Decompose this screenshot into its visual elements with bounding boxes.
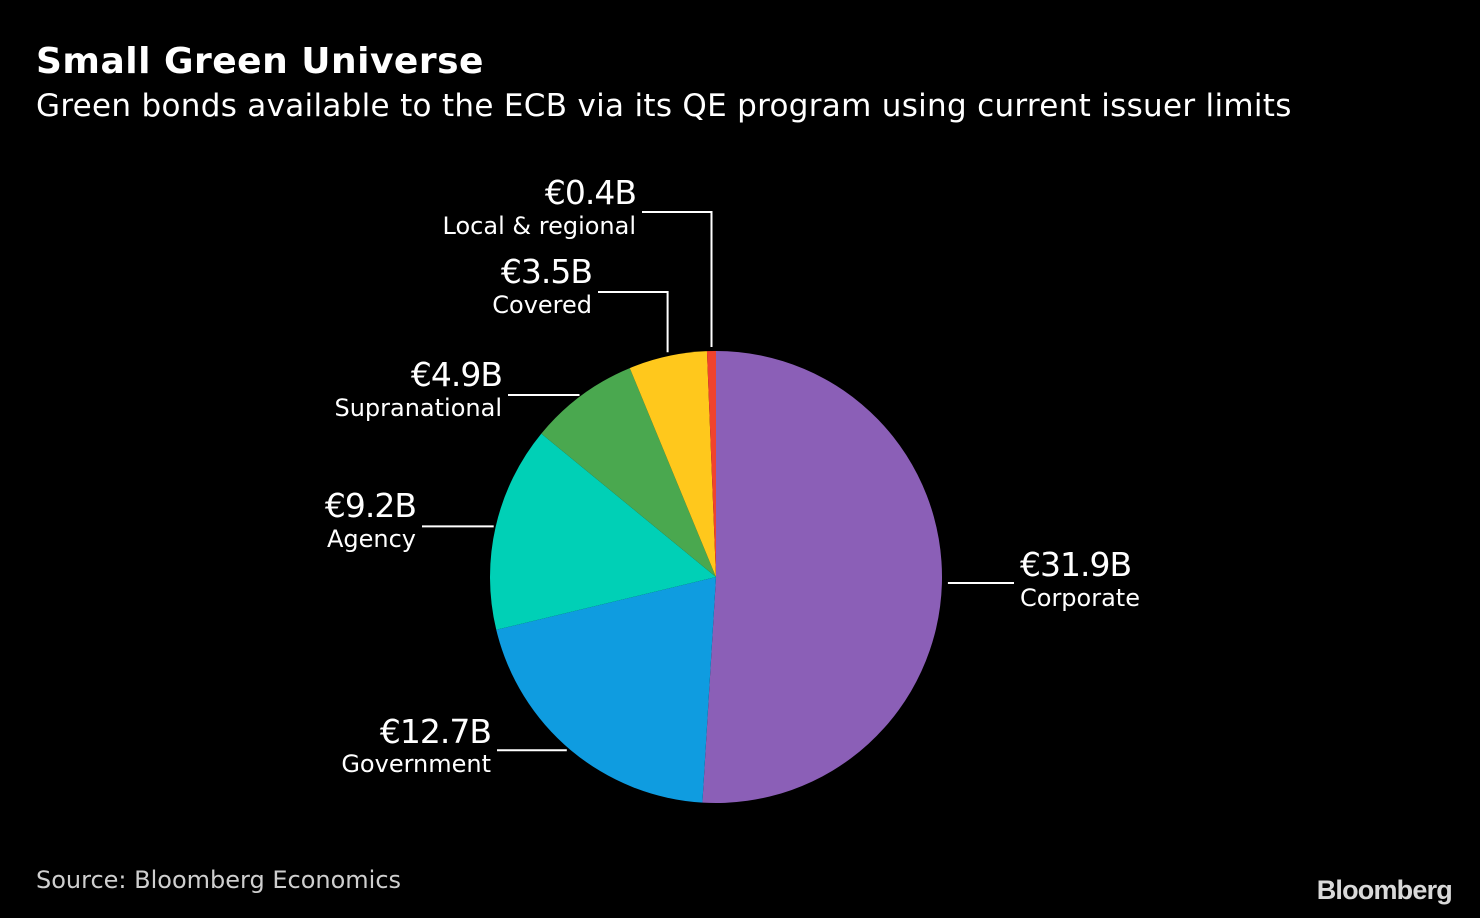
bloomberg-logo: Bloomberg — [1316, 875, 1453, 905]
pie-slice-corporate — [702, 351, 943, 803]
chart-subtitle: Green bonds available to the ECB via its… — [36, 88, 1292, 124]
leader-line-local-regional — [642, 211, 713, 347]
pie-slice-government — [496, 577, 716, 803]
chart-title: Small Green Universe — [36, 41, 484, 82]
category-label-supranational: Supranational — [334, 394, 502, 422]
category-label-corporate: Corporate — [1020, 584, 1140, 612]
leader-lines — [422, 211, 1014, 752]
category-label-agency: Agency — [327, 525, 416, 553]
leader-line-covered — [598, 291, 669, 353]
value-label-local-regional: €0.4B — [545, 173, 636, 212]
value-label-government: €12.7B — [380, 712, 491, 751]
category-label-government: Government — [341, 750, 491, 778]
category-label-local-regional: Local & regional — [443, 212, 636, 240]
pie-slice-local-regional — [706, 351, 716, 577]
value-label-supranational: €4.9B — [411, 355, 502, 394]
pie-slice-agency — [490, 433, 716, 630]
value-label-corporate: €31.9B — [1020, 545, 1131, 584]
value-label-agency: €9.2B — [325, 486, 416, 525]
slice-labels: €31.9B Corporate €12.7B Government €9.2B… — [325, 173, 1140, 778]
source-note: Source: Bloomberg Economics — [36, 866, 402, 894]
value-label-covered: €3.5B — [501, 252, 592, 291]
pie-slice-covered — [629, 351, 716, 577]
pie-slices — [490, 351, 943, 803]
category-label-covered: Covered — [492, 291, 592, 319]
pie-slice-supranational — [541, 368, 716, 577]
